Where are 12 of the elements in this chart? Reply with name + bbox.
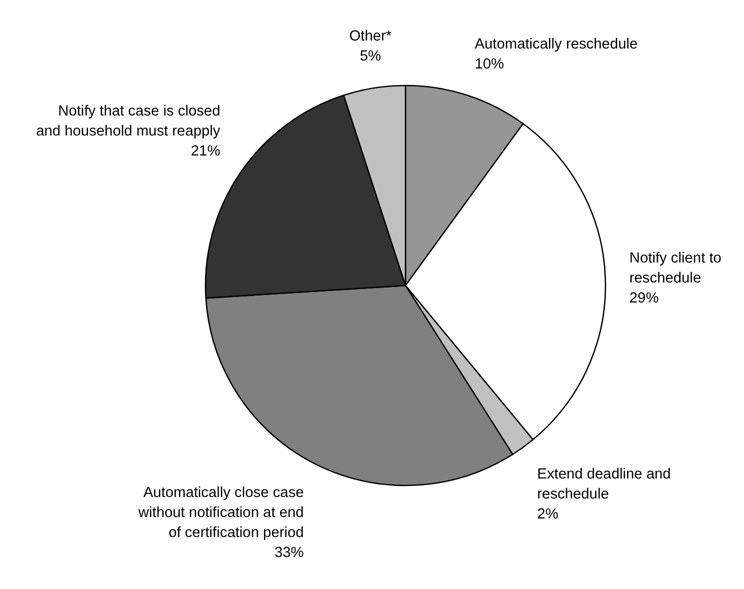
data-label: 29% xyxy=(629,290,659,306)
slice-label: Notify that case is closed and household must reapply xyxy=(36,104,221,140)
slice-label: Notify client to reschedule xyxy=(629,250,722,286)
data-label: 33% xyxy=(274,545,304,562)
data-label: 5% xyxy=(360,48,382,64)
data-label: 2% xyxy=(537,506,558,523)
slice-label: Extend deadline and reschedule xyxy=(537,466,671,503)
slice-label: Automatically reschedule xyxy=(474,36,638,52)
data-label: 10% xyxy=(474,56,504,72)
slice-label: Automatically close case without notification at end of certification period xyxy=(137,485,304,542)
slice-label: Other* xyxy=(349,28,392,44)
data-label: 21% xyxy=(190,144,220,160)
